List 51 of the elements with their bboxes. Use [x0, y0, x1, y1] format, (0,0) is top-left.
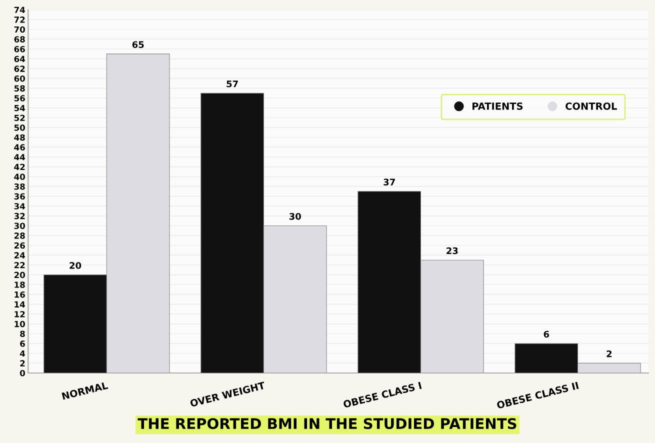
y-tick-label: 66: [14, 46, 25, 52]
y-tick-label: 40: [14, 174, 25, 180]
legend-label: CONTROL: [566, 102, 617, 110]
y-tick-label: 12: [14, 311, 25, 318]
y-tick-label: 2: [20, 360, 25, 366]
y-tick-label: 38: [14, 183, 25, 190]
legend-label: PATIENTS: [472, 102, 523, 110]
x-tick-label: OBESE CLASS II: [496, 382, 579, 409]
y-tick-label: 56: [14, 95, 25, 102]
data-label: 2: [606, 350, 612, 358]
y-tick-label: 48: [14, 134, 25, 141]
data-label: 65: [132, 41, 144, 48]
y-tick-label: 14: [14, 301, 26, 308]
data-label: 57: [226, 80, 238, 88]
y-tick-label: 70: [14, 26, 25, 33]
y-tick-label: 10: [14, 320, 25, 328]
x-tick-label: OBESE CLASS I: [342, 382, 422, 408]
y-tick-label: 58: [14, 85, 25, 92]
y-tick-label: 34: [14, 203, 26, 210]
y-tick-label: 74: [14, 6, 26, 13]
y-tick-label: 8: [20, 330, 25, 338]
text: THE REPORTED BMI IN THE STUDIED PATIENTS: [138, 418, 516, 430]
y-tick-label: 30: [14, 222, 25, 230]
y-tick-label: 50: [14, 124, 25, 131]
y-tick-label: 62: [14, 66, 25, 72]
y-tick-label: 6: [20, 340, 25, 347]
y-tick-label: 16: [14, 291, 25, 298]
y-tick-label: 20: [14, 272, 25, 278]
y-tick-label: 18: [14, 282, 25, 288]
y-tick-label: 64: [14, 56, 26, 62]
data-label: 30: [289, 212, 301, 220]
y-tick-label: 4: [20, 350, 26, 357]
y-tick-label: 22: [14, 262, 25, 268]
y-tick-label: 72: [14, 16, 25, 23]
data-label: 23: [446, 247, 458, 254]
y-tick-label: 68: [14, 36, 25, 42]
y-tick-label: 46: [14, 144, 25, 150]
y-tick-label: 60: [14, 75, 25, 82]
data-label: 20: [70, 262, 82, 269]
y-tick-label: 36: [14, 193, 25, 200]
data-label: 6: [544, 330, 550, 338]
y-tick-label: 26: [14, 242, 25, 249]
y-tick-label: 42: [14, 164, 25, 170]
y-tick-label: 44: [14, 154, 26, 160]
data-label: 37: [384, 178, 395, 186]
y-tick-label: 28: [14, 232, 25, 239]
y-tick-label: 52: [14, 114, 25, 122]
y-tick-label: 0: [20, 370, 25, 376]
y-tick-label: 54: [14, 105, 26, 112]
y-tick-label: 32: [14, 212, 25, 220]
y-tick-label: 24: [14, 252, 26, 258]
